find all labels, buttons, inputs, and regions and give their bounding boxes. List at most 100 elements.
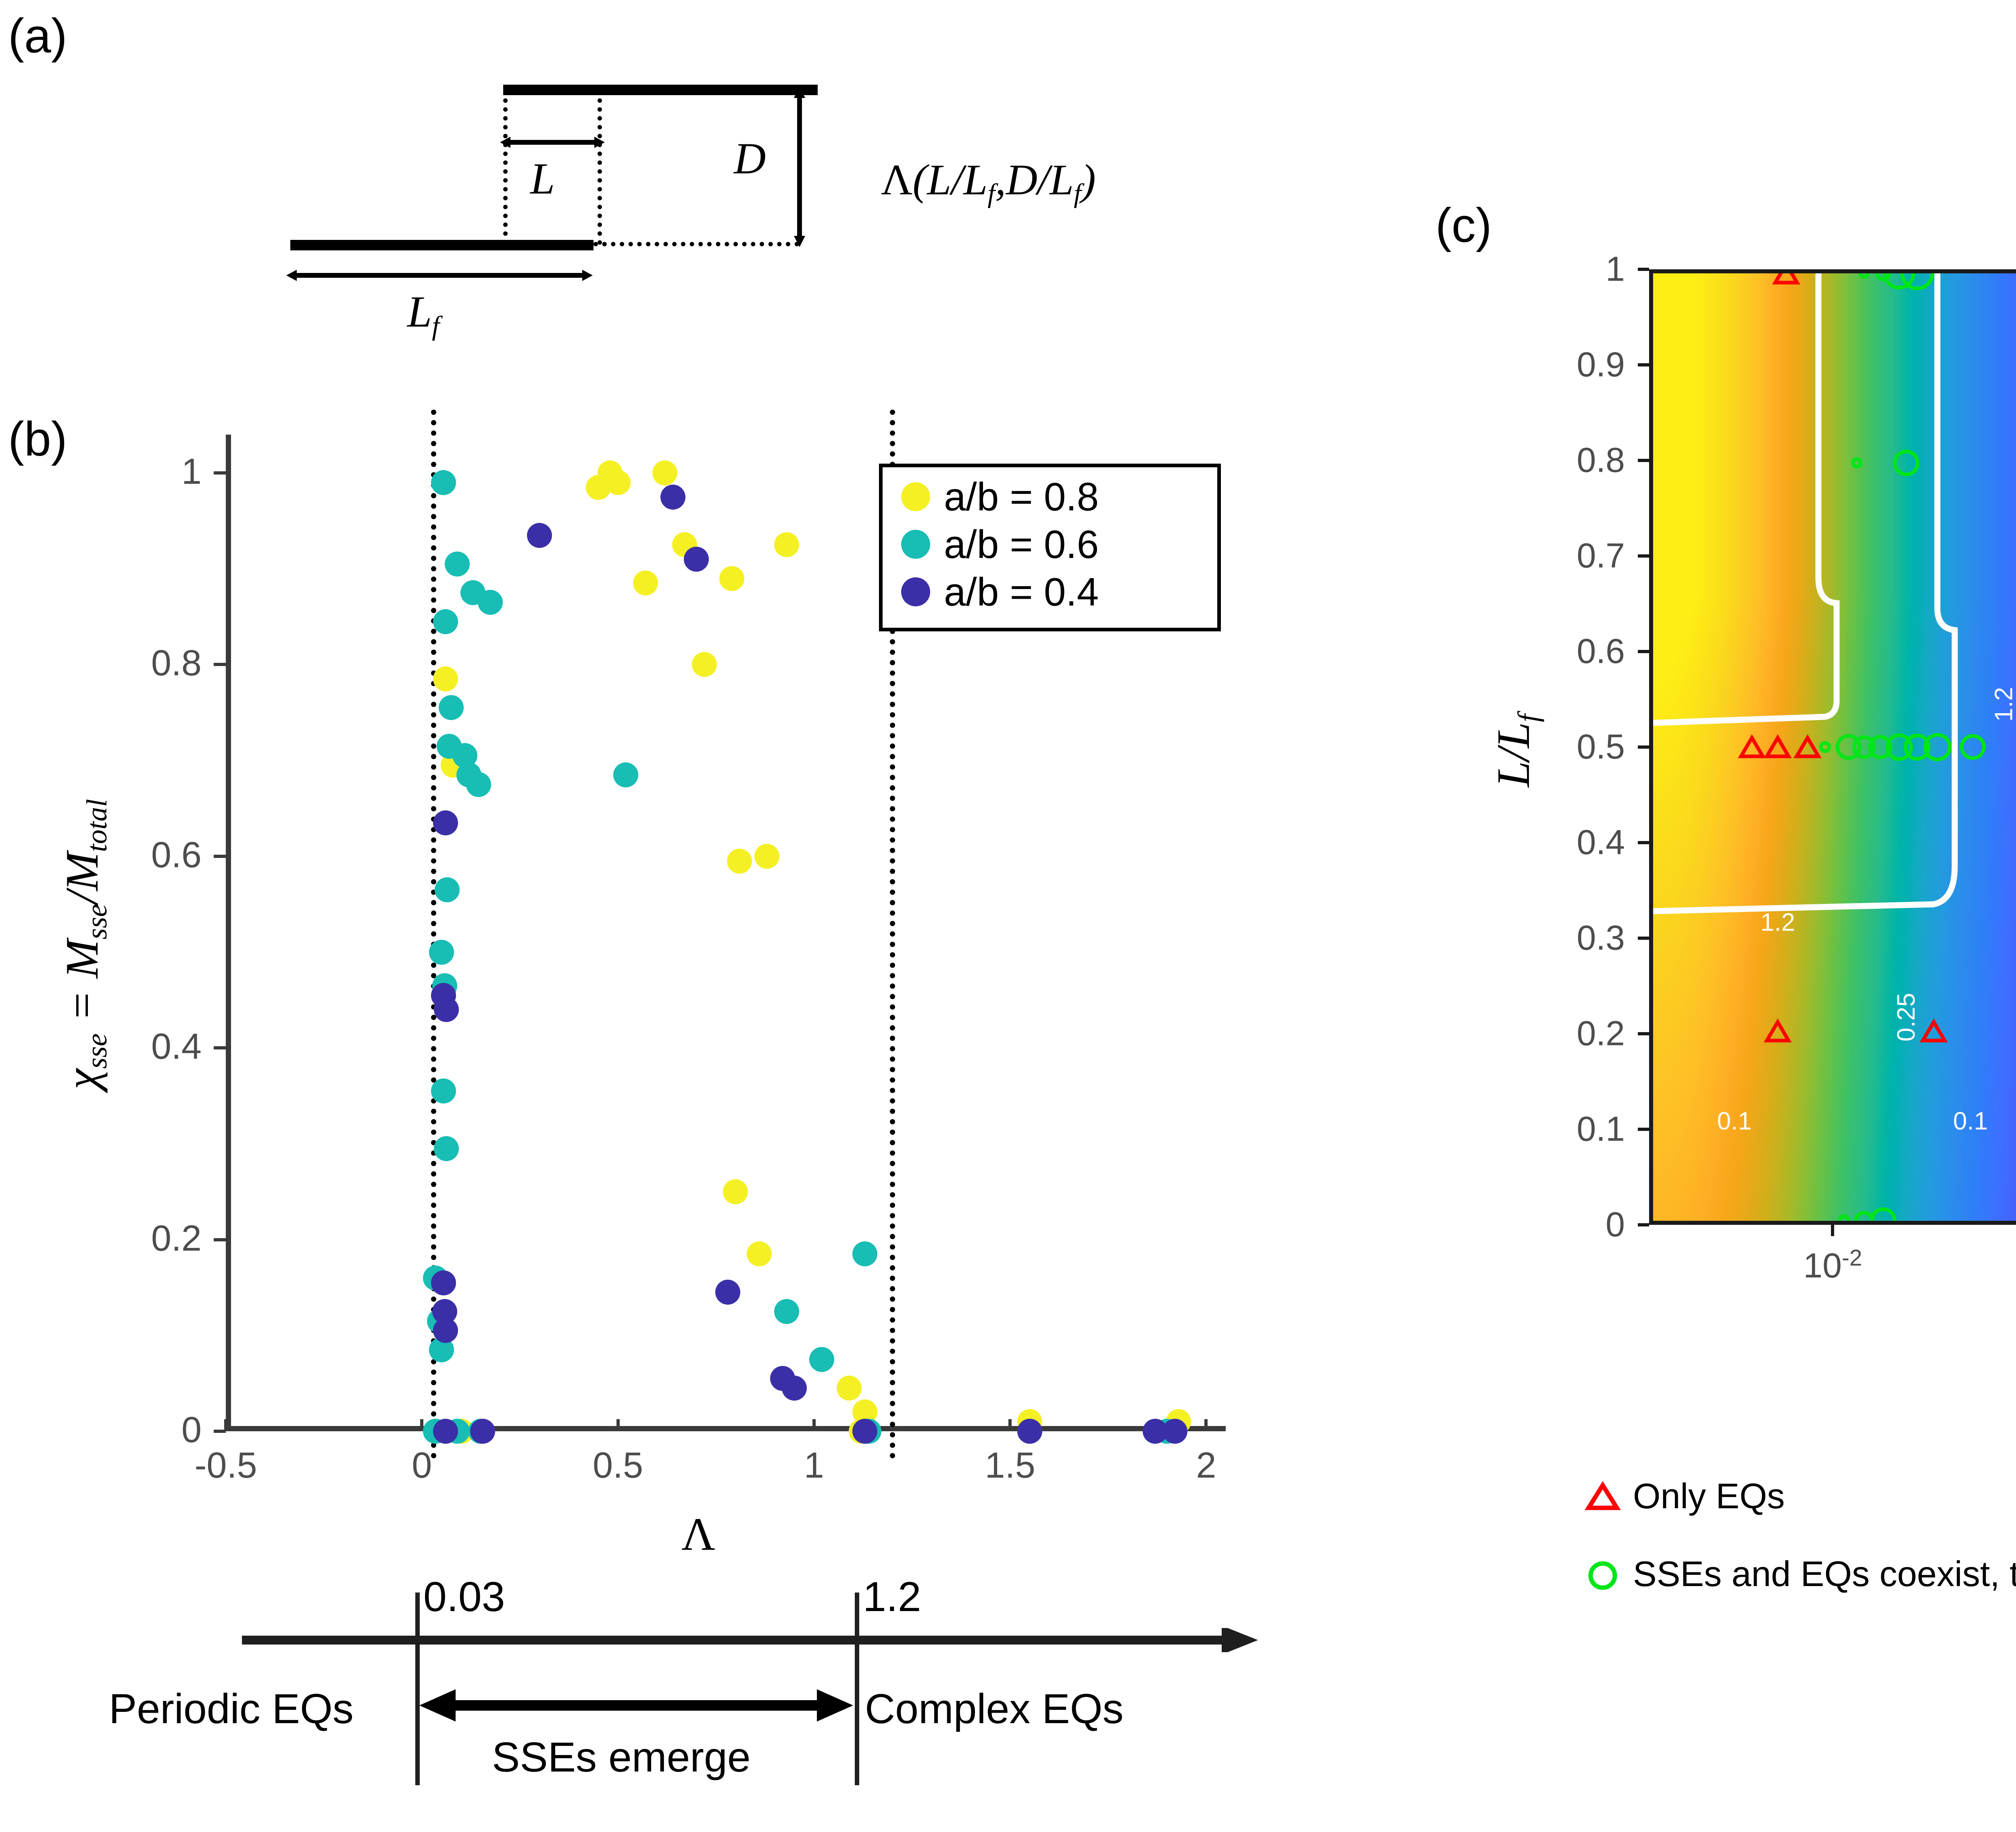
panel-b-data-point: [431, 1270, 456, 1295]
panel-c-ytick-label: 0.5: [1577, 727, 1625, 766]
panel-b-y-axis: [226, 435, 231, 1431]
panel-c-ytick-label: 0.9: [1577, 345, 1625, 384]
panel-b-xtick: [420, 1419, 424, 1431]
panel-c-ytick-label: 0.3: [1577, 918, 1625, 958]
regime-axis-arrow: [242, 1628, 1258, 1652]
panel-b-data-point: [684, 547, 709, 572]
panel-b-xtick-label: 1: [804, 1445, 824, 1486]
panel-c-ytick-label: 0.1: [1577, 1110, 1625, 1149]
panel-b-data-point: [691, 652, 717, 677]
panel-b-data-point: [433, 810, 458, 835]
panel-c-ytick-label: 0.7: [1577, 536, 1625, 575]
legend-label-0: a/b = 0.8: [944, 474, 1099, 519]
panel-c-ytick: [1638, 554, 1649, 558]
panel-b-data-point: [433, 997, 459, 1022]
coexist-marker: [1870, 1207, 1897, 1221]
contour-label: 1.2: [1990, 687, 2016, 722]
panel-c-ytick: [1638, 650, 1649, 653]
panel-b-data-point: [782, 1376, 807, 1401]
contour-label: 0.25: [1892, 993, 1920, 1042]
panel-c-ytick: [1638, 937, 1649, 940]
panel-b-data-point: [660, 484, 685, 510]
panel-c-legend-item-1[interactable]: SSEs and EQs coexist, the size represent…: [1585, 1550, 2016, 1600]
only-eq-marker: [1920, 1018, 1948, 1043]
panel-b-data-point: [605, 470, 631, 495]
regime-threshold-low-label: 0.03: [423, 1574, 505, 1620]
panel-b-ytick: [214, 663, 226, 666]
legend-item-0[interactable]: a/b = 0.8: [883, 473, 1217, 520]
panel-b-data-point: [633, 570, 658, 596]
upper-fault-bar: [503, 85, 818, 95]
legend-swatch-0: [901, 482, 930, 511]
regime-bar: 0.03 1.2 Periodic EQs Complex EQs SSEs e…: [109, 1564, 1258, 1790]
legend-item-2[interactable]: a/b = 0.4: [883, 568, 1217, 616]
legend-label-2: a/b = 0.4: [944, 569, 1099, 614]
panel-b-xtick: [812, 1419, 816, 1431]
panel-c-ytick: [1638, 363, 1649, 366]
panel-b-xtick: [1204, 1419, 1208, 1431]
legend-item-1[interactable]: a/b = 0.6: [883, 520, 1217, 568]
panel-b-legend[interactable]: a/b = 0.8 a/b = 0.6 a/b = 0.4: [879, 464, 1221, 631]
panel-b-data-point: [852, 1419, 878, 1444]
contour-label: 1.2: [1760, 908, 1795, 937]
panel-c-ytick: [1638, 1223, 1649, 1226]
panel-b-xtick-label: -0.5: [194, 1445, 257, 1486]
regime-boundary-low: [415, 1593, 420, 1785]
D-dimension-label: D: [734, 134, 766, 183]
coexist-marker: [1858, 273, 1870, 279]
panel-b-label: (b): [8, 412, 67, 466]
coexist-marker: [1819, 741, 1831, 753]
panel-c-ytick: [1638, 459, 1649, 462]
panel-b-xtick-label: 0: [412, 1445, 432, 1486]
panel-b-data-point: [527, 523, 552, 548]
legend-swatch-2: [901, 577, 930, 606]
panel-c-ytick: [1638, 841, 1649, 844]
panel-b-xtick-label: 1.5: [985, 1445, 1035, 1486]
panel-b-data-point: [431, 470, 456, 495]
panel-b-data-point: [715, 1280, 740, 1305]
panel-b-ytick-label: 0.2: [151, 1218, 202, 1259]
panel-b-ytick-label: 0.8: [151, 643, 202, 684]
panel-b-threshold-line: [431, 410, 437, 1459]
D-dimension-arrow: [794, 87, 805, 247]
panel-c-legend-label-0: Only EQs: [1633, 1476, 1785, 1516]
panel-a-label: (a): [8, 9, 67, 63]
Lf-dimension-label: Lf: [407, 287, 440, 341]
only-eq-marker: [1764, 734, 1792, 758]
panel-b-ylabel: χsse = Msse/Mtotal: [56, 799, 113, 1089]
panel-b-data-point: [613, 762, 638, 787]
panel-c-ytick-label: 0.8: [1577, 441, 1625, 480]
contour-line: [1653, 273, 1840, 726]
panel-b-ytick: [214, 471, 226, 475]
panel-b-data-point: [433, 1136, 459, 1161]
panel-b-data-point: [652, 460, 678, 486]
panel-b-data-point: [433, 666, 458, 692]
panel-b-data-point: [774, 532, 799, 558]
panel-b-data-point: [466, 772, 492, 797]
panel-b-data-point: [719, 566, 744, 591]
panel-b-data-point: [429, 939, 454, 965]
coexist-marker: [1960, 734, 1986, 760]
panel-c-xtick-label: 10-2: [1803, 1245, 1862, 1285]
only-eq-marker: [1793, 734, 1822, 758]
panel-b-data-point: [433, 1318, 458, 1343]
panel-b-data-point: [754, 843, 780, 869]
panel-c-ytick-label: 0.6: [1577, 632, 1625, 671]
panel-b-data-point: [1162, 1419, 1187, 1444]
panel-c-legend-item-0[interactable]: Only EQs: [1585, 1476, 1785, 1517]
panel-c-ytick-label: 1: [1606, 250, 1625, 289]
panel-b-data-point: [435, 877, 460, 903]
regime-right-label: Complex EQs: [865, 1686, 1124, 1732]
panel-b-ytick: [214, 854, 226, 858]
panel-c-ylabel: L/Lf: [1488, 714, 1544, 787]
regime-boundary-high: [855, 1593, 859, 1785]
panel-c-ytick: [1638, 268, 1649, 271]
panel-c-ytick: [1638, 745, 1649, 749]
panel-b-data-point: [1017, 1419, 1042, 1444]
regime-left-label: Periodic EQs: [109, 1686, 354, 1732]
panel-b-ytick-label: 0.6: [151, 835, 202, 875]
panel-c-legend-label-1: SSEs and EQs coexist, the size represent…: [1633, 1550, 2016, 1600]
panel-c-ytick: [1638, 1128, 1649, 1131]
panel-b-data-point: [852, 1241, 878, 1267]
panel-c-ytick: [1638, 1032, 1649, 1035]
